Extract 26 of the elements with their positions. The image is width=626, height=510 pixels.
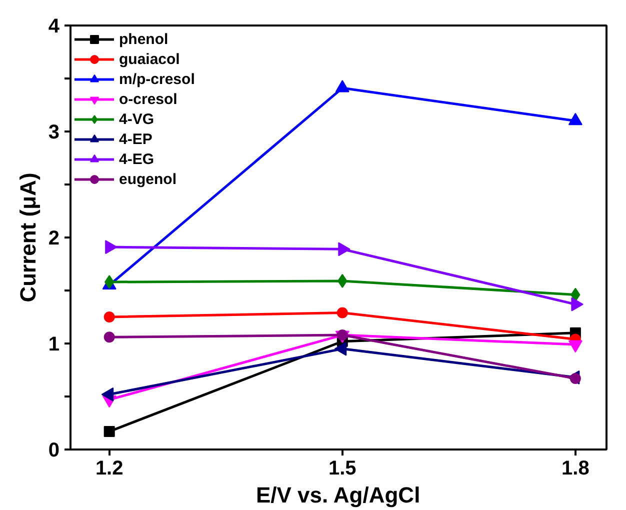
y-tick-label: 4: [48, 16, 60, 38]
point: [104, 426, 115, 437]
point: [336, 307, 348, 318]
point: [336, 330, 348, 341]
point: [568, 112, 582, 126]
point: [104, 312, 115, 322]
point: [104, 332, 115, 343]
legend-label: o-cresol: [119, 90, 178, 108]
point: [335, 80, 350, 92]
legend-label: eugenol: [119, 170, 177, 188]
legend-label: 4-VG: [119, 110, 154, 128]
x-axis-title: E/V vs. Ag/AgCl: [256, 482, 420, 508]
y-tick-label: 1: [48, 334, 60, 356]
legend-label: 4-EP: [119, 130, 152, 148]
y-tick-label: 3: [48, 122, 60, 144]
legend-label: 4-EG: [119, 150, 154, 168]
x-tick-label: 1.8: [562, 458, 590, 480]
y-tick-label: 0: [48, 440, 60, 462]
x-tick-label: 1.2: [95, 458, 124, 480]
y-tick-label: 2: [48, 228, 60, 250]
legend-label: m/p-cresol: [119, 70, 195, 88]
legend-label: guaiacol: [119, 50, 180, 68]
point: [570, 372, 581, 384]
x-tick-label: 1.5: [328, 458, 356, 480]
legend-label: phenol: [119, 30, 168, 48]
y-axis-title: Current (μA): [15, 172, 40, 302]
